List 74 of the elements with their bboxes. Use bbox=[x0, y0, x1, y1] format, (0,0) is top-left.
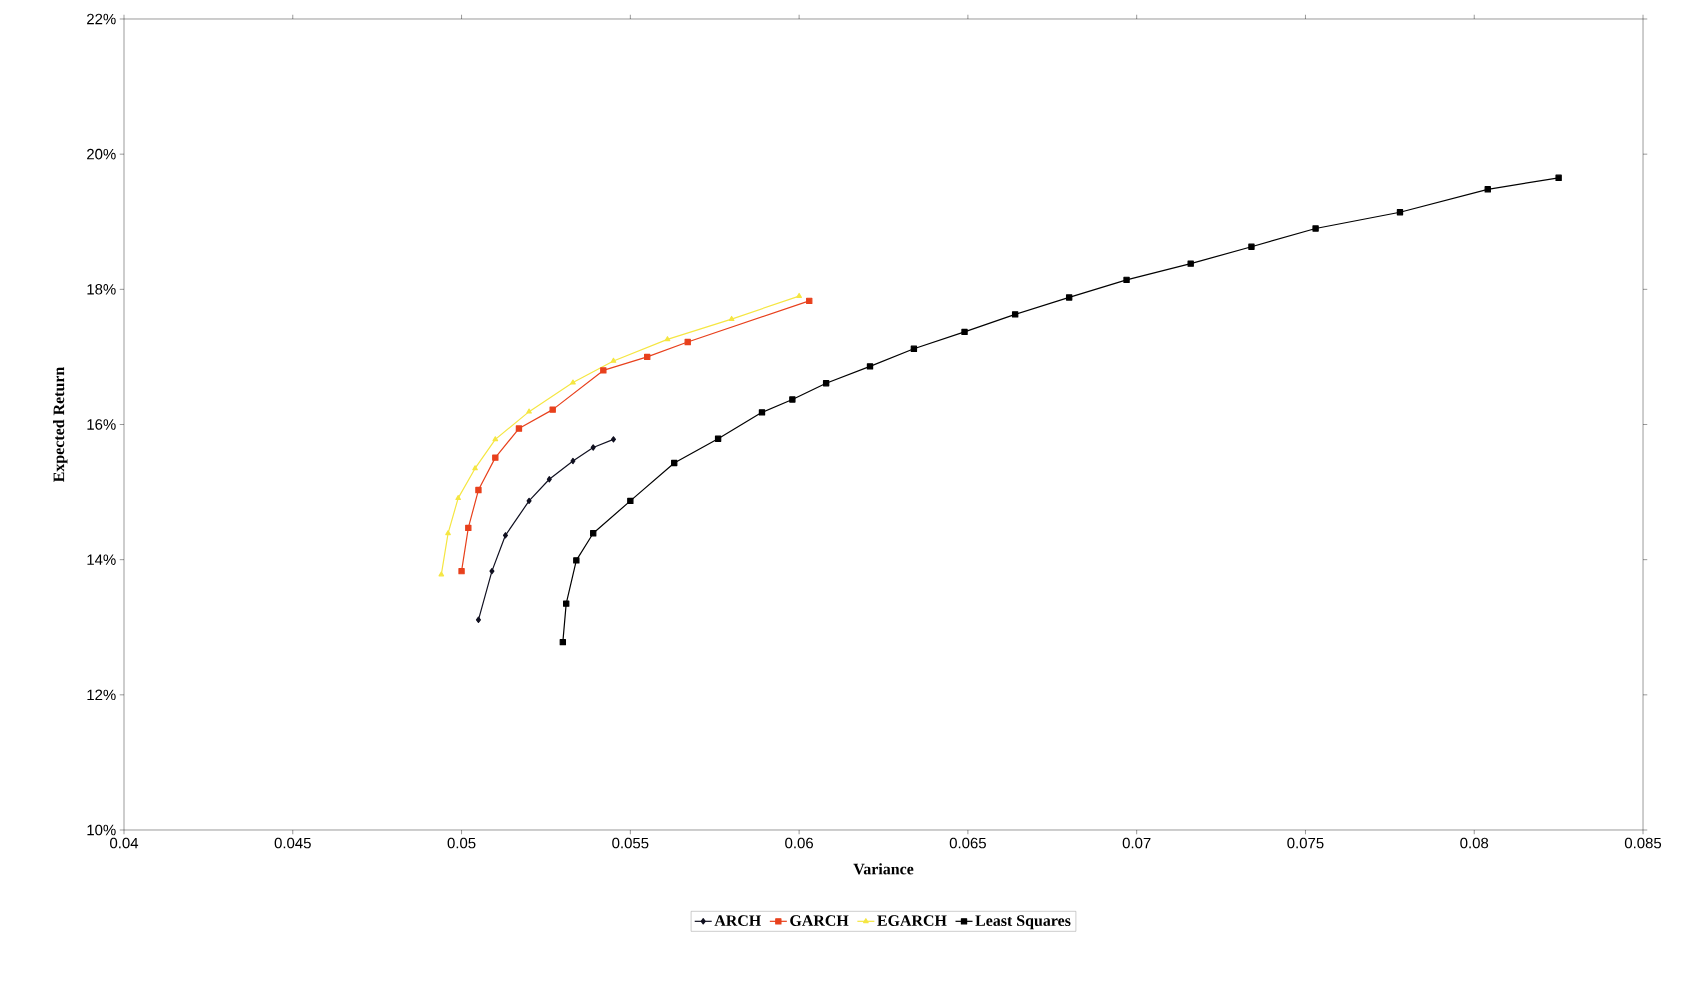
point bbox=[559, 638, 567, 646]
point bbox=[445, 530, 451, 536]
point bbox=[492, 436, 499, 442]
point bbox=[1065, 294, 1073, 301]
x-tick-label: 0.085 bbox=[1624, 837, 1662, 849]
point bbox=[714, 435, 722, 442]
point bbox=[573, 557, 580, 564]
x-tick-label: 0.05 bbox=[447, 837, 476, 849]
point bbox=[455, 494, 462, 501]
legend-label: ARCH bbox=[714, 915, 761, 926]
y-axis-title: Expected Return bbox=[53, 366, 68, 483]
point bbox=[728, 315, 735, 321]
point bbox=[475, 616, 481, 624]
point bbox=[465, 524, 472, 532]
point bbox=[590, 530, 597, 537]
x-tick-label: 0.065 bbox=[949, 837, 986, 849]
point bbox=[866, 363, 874, 370]
point bbox=[664, 336, 671, 342]
point bbox=[1011, 311, 1019, 318]
point bbox=[600, 367, 607, 374]
x-tick-label: 0.075 bbox=[1287, 837, 1324, 849]
point bbox=[644, 353, 651, 361]
point bbox=[438, 571, 445, 577]
point bbox=[758, 409, 766, 416]
point bbox=[627, 497, 634, 505]
legend-label: GARCH bbox=[790, 915, 849, 926]
point bbox=[671, 459, 678, 467]
x-tick-label: 0.07 bbox=[1122, 837, 1151, 849]
point bbox=[684, 338, 691, 346]
y-tick-label: 10% bbox=[87, 824, 116, 836]
point bbox=[549, 406, 556, 413]
point bbox=[822, 380, 830, 387]
point bbox=[515, 425, 523, 432]
point bbox=[489, 567, 495, 575]
y-tick-label: 22% bbox=[87, 13, 116, 25]
x-tick-label: 0.08 bbox=[1460, 837, 1489, 849]
x-tick-label: 0.04 bbox=[110, 837, 139, 849]
point bbox=[563, 600, 570, 607]
point bbox=[546, 476, 552, 483]
point bbox=[610, 436, 616, 443]
point bbox=[910, 345, 918, 352]
x-tick-label: 0.045 bbox=[274, 837, 311, 849]
point bbox=[610, 357, 617, 363]
point bbox=[806, 297, 813, 305]
point bbox=[1396, 209, 1404, 216]
point bbox=[1187, 260, 1194, 267]
legend-label: EGARCH bbox=[877, 915, 947, 926]
point bbox=[961, 328, 968, 336]
y-tick-label: 12% bbox=[87, 689, 116, 701]
point bbox=[1555, 174, 1562, 181]
point bbox=[475, 486, 482, 494]
x-tick-label: 0.055 bbox=[612, 837, 649, 849]
point bbox=[458, 567, 465, 575]
y-tick-label: 18% bbox=[87, 284, 116, 295]
point bbox=[526, 408, 532, 414]
point bbox=[796, 292, 802, 298]
point bbox=[570, 457, 576, 465]
point bbox=[472, 465, 478, 471]
point bbox=[570, 379, 576, 385]
point bbox=[1484, 186, 1491, 193]
legend-label: Least Squares bbox=[975, 915, 1071, 930]
point bbox=[1248, 243, 1255, 250]
x-axis-title: Variance bbox=[853, 863, 914, 875]
point bbox=[1123, 276, 1130, 284]
point bbox=[590, 444, 596, 451]
point bbox=[526, 497, 532, 505]
y-tick-label: 16% bbox=[87, 419, 116, 430]
y-tick-label: 20% bbox=[87, 148, 116, 160]
x-tick-label: 0.06 bbox=[785, 837, 813, 849]
point bbox=[1312, 225, 1319, 232]
point bbox=[502, 532, 508, 539]
point bbox=[492, 454, 499, 461]
y-tick-label: 14% bbox=[87, 554, 116, 565]
point bbox=[789, 396, 796, 403]
